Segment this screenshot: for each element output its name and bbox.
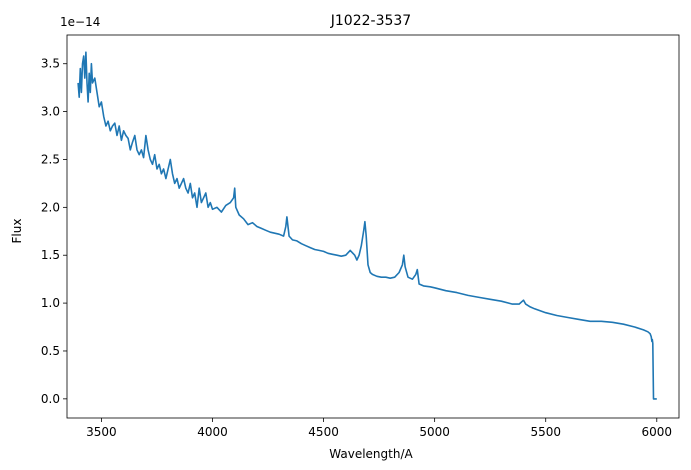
- spectrum-line-0: [77, 51, 657, 400]
- y-tick-label: 0.5: [41, 344, 60, 358]
- chart-title: J1022-3537: [330, 13, 411, 29]
- axes-frame: [66, 34, 680, 419]
- y-tick-label: 3.5: [41, 57, 60, 71]
- y-tick-label: 2.5: [41, 152, 60, 166]
- x-tick-label: 5000: [419, 425, 450, 439]
- plot-area: 3500 4000 4500 5000 5500 6000 0.0 0.5 1.0 1.5 2.0 2…: [41, 34, 680, 439]
- y-axis-label: Flux: [10, 219, 24, 244]
- y-offset-label: 1e−14: [60, 15, 100, 29]
- y-tick-label: 0.0: [41, 392, 60, 406]
- x-axis-label: Wavelength/A: [329, 447, 413, 461]
- x-tick-label: 3500: [86, 425, 117, 439]
- x-tick-label: 4500: [308, 425, 339, 439]
- y-tick-label: 2.0: [41, 200, 60, 214]
- x-tick-label: 5500: [530, 425, 561, 439]
- x-tick-label: 4000: [197, 425, 228, 439]
- y-tick-label: 1.0: [41, 296, 60, 310]
- y-tick-label: 1.5: [41, 248, 60, 262]
- x-tick-label: 6000: [642, 425, 673, 439]
- y-tick-label: 3.0: [41, 105, 60, 119]
